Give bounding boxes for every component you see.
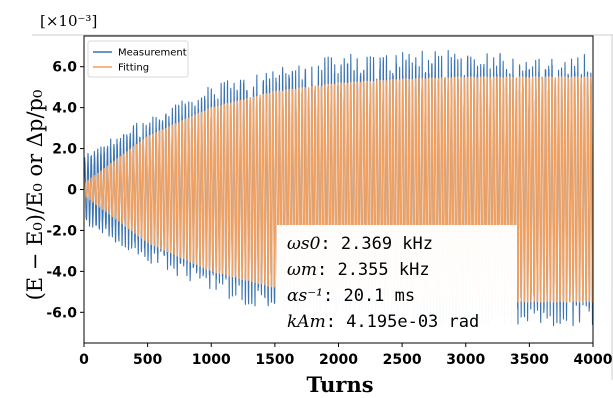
- y-axis-scale-label: [×10⁻³]: [40, 12, 97, 30]
- y-tick-label: -6.0: [46, 305, 77, 321]
- y-tick-label: 0: [67, 183, 77, 199]
- annotation-value: : 4.195e-03 rad: [326, 312, 480, 332]
- x-tick-label: 1000: [192, 352, 231, 368]
- annotation-symbol: kAm: [287, 312, 326, 332]
- annotation-value: : 20.1 ms: [323, 286, 415, 306]
- legend-box: [87, 40, 189, 78]
- annotation-symbol: ωm: [287, 260, 317, 280]
- annotation-line: ωs0: 2.369 kHz: [287, 234, 433, 254]
- annotation-symbol: ωs0: [287, 234, 321, 254]
- annotation-line: kAm: 4.195e-03 rad: [287, 312, 479, 332]
- annotation-line: αs⁻¹: 20.1 ms: [287, 286, 415, 306]
- legend: Measurement Fitting: [87, 40, 189, 78]
- x-tick-label: 3000: [446, 352, 485, 368]
- legend-entry: Fitting: [118, 63, 149, 74]
- annotation-symbol: αs⁻¹: [287, 286, 323, 306]
- y-tick-label: 6.0: [52, 60, 77, 76]
- x-tick-label: 3500: [510, 352, 549, 368]
- annotation-value: : 2.369 kHz: [320, 234, 433, 254]
- x-tick-label: 2000: [319, 352, 358, 368]
- y-tick-label: 4.0: [52, 101, 77, 117]
- x-tick-label: 1500: [255, 352, 294, 368]
- y-tick-label: 2.0: [52, 142, 77, 158]
- axes: 0 500 1000 1500 2000 2500 3000 3500 4000 6.0 4.0 2.…: [46, 35, 613, 368]
- x-tick-label: 0: [79, 352, 89, 368]
- x-tick-label: 4000: [574, 352, 613, 368]
- y-axis-label: (E − E₀)/E₀ or Δp/p₀: [23, 90, 47, 301]
- x-tick-label: 2500: [383, 352, 422, 368]
- legend-entry: Measurement: [118, 48, 187, 59]
- annotation-value: : 2.355 kHz: [317, 260, 430, 280]
- y-tick-label: -2.0: [46, 223, 77, 239]
- annotation-background: [277, 225, 517, 337]
- x-tick-label: 500: [133, 352, 162, 368]
- x-axis-label: Turns: [306, 372, 373, 397]
- annotation-line: ωm: 2.355 kHz: [287, 260, 430, 280]
- y-tick-label: -4.0: [46, 264, 77, 280]
